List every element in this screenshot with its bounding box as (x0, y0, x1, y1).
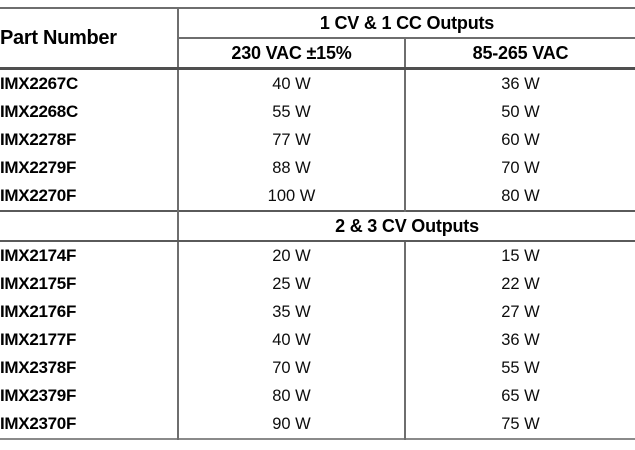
group-header-cv-cc: 1 CV & 1 CC Outputs (177, 8, 635, 39)
power-230vac-cell: 77 W (177, 126, 405, 154)
power-230vac-cell: 80 W (177, 382, 405, 410)
table-row: IMX2370F 90 W 75 W (0, 410, 635, 439)
part-number-cell: IMX2370F (0, 414, 77, 433)
power-230vac-cell: 90 W (177, 410, 405, 439)
table-row: IMX2268C 55 W 50 W (0, 98, 635, 126)
table-row: IMX2270F 100 W 80 W (0, 182, 635, 211)
part-number-cell: IMX2279F (0, 158, 77, 177)
power-230vac-cell: 40 W (177, 68, 405, 98)
table-row: IMX2278F 77 W 60 W (0, 126, 635, 154)
header-row-group: Part Number 1 CV & 1 CC Outputs (0, 8, 635, 70)
power-230vac-cell: 20 W (177, 241, 405, 270)
table-row: IMX2378F 70 W 55 W (0, 354, 635, 382)
table-row: IMX2177F 40 W 36 W (0, 326, 635, 354)
table-row: IMX2175F 25 W 22 W (0, 270, 635, 298)
power-85vac-cell: 15 W (404, 241, 635, 270)
power-230vac-cell: 40 W (177, 326, 405, 354)
section-header-cv-outputs: 2 & 3 CV Outputs (177, 210, 635, 242)
part-number-header: Part Number (0, 8, 178, 70)
power-85vac-cell: 27 W (404, 298, 635, 326)
power-85vac-cell: 80 W (404, 182, 635, 211)
power-230vac-cell: 70 W (177, 354, 405, 382)
part-number-cell: IMX2177F (0, 330, 77, 349)
power-85vac-cell: 36 W (404, 326, 635, 354)
col-header-85-265vac: 85-265 VAC (404, 38, 635, 70)
part-number-cell: IMX2176F (0, 302, 77, 321)
power-85vac-cell: 60 W (404, 126, 635, 154)
power-85vac-cell: 65 W (404, 382, 635, 410)
part-number-cell: IMX2175F (0, 274, 77, 293)
table-row: IMX2176F 35 W 27 W (0, 298, 635, 326)
power-85vac-cell: 75 W (404, 410, 635, 439)
part-number-cell: IMX2174F (0, 246, 77, 265)
power-85vac-cell: 50 W (404, 98, 635, 126)
section-header-row: 2 & 3 CV Outputs (0, 210, 635, 242)
part-number-cell: IMX2267C (0, 74, 78, 93)
col-header-230vac: 230 VAC ±15% (177, 38, 405, 70)
table-row: IMX2174F 20 W 15 W (0, 241, 635, 270)
power-230vac-cell: 25 W (177, 270, 405, 298)
power-230vac-cell: 88 W (177, 154, 405, 182)
part-number-cell: IMX2270F (0, 186, 77, 205)
power-230vac-cell: 35 W (177, 298, 405, 326)
table-row: IMX2379F 80 W 65 W (0, 382, 635, 410)
power-85vac-cell: 36 W (404, 68, 635, 98)
table-row: IMX2279F 88 W 70 W (0, 154, 635, 182)
part-number-cell: IMX2268C (0, 102, 78, 121)
power-85vac-cell: 55 W (404, 354, 635, 382)
part-number-cell: IMX2378F (0, 358, 77, 377)
power-spec-table: Part Number 1 CV & 1 CC Outputs 230 VAC … (0, 7, 635, 440)
power-230vac-cell: 55 W (177, 98, 405, 126)
power-230vac-cell: 100 W (177, 182, 405, 211)
table-row: IMX2267C 40 W 36 W (0, 68, 635, 98)
power-85vac-cell: 22 W (404, 270, 635, 298)
part-number-cell: IMX2379F (0, 386, 77, 405)
header-row-voltages: 230 VAC ±15% 85-265 VAC (0, 38, 635, 70)
power-85vac-cell: 70 W (404, 154, 635, 182)
section-header-empty-cell (0, 210, 178, 242)
part-number-cell: IMX2278F (0, 130, 77, 149)
